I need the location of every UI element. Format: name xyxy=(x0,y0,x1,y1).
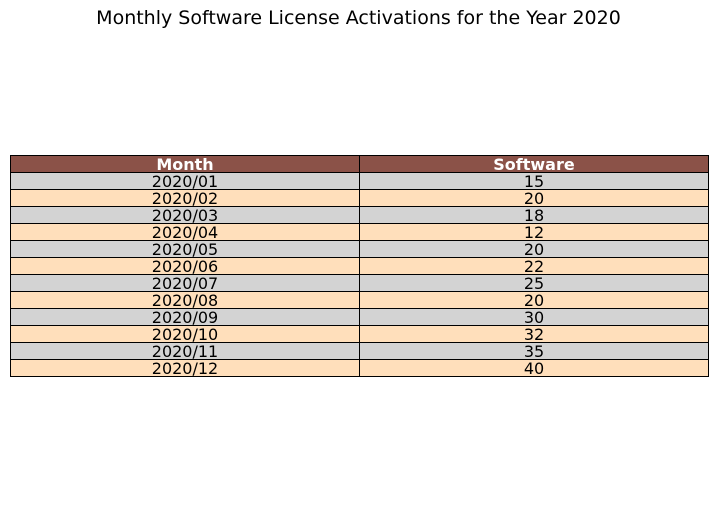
table-row: 2020/08 20 xyxy=(10,291,709,309)
cell-month: 2020/05 xyxy=(10,240,360,258)
column-header-software: Software xyxy=(359,155,709,173)
table-row: 2020/02 20 xyxy=(10,189,709,207)
table-row: 2020/01 15 xyxy=(10,172,709,190)
table-row: 2020/05 20 xyxy=(10,240,709,258)
table-row: 2020/06 22 xyxy=(10,257,709,275)
cell-month: 2020/09 xyxy=(10,308,360,326)
cell-software: 20 xyxy=(359,291,709,309)
table-row: 2020/12 40 xyxy=(10,359,709,377)
cell-software: 12 xyxy=(359,223,709,241)
table-header-row: Month Software xyxy=(10,155,709,173)
cell-software: 22 xyxy=(359,257,709,275)
cell-month: 2020/06 xyxy=(10,257,360,275)
cell-software: 25 xyxy=(359,274,709,292)
cell-month: 2020/10 xyxy=(10,325,360,343)
cell-month: 2020/01 xyxy=(10,172,360,190)
table-row: 2020/09 30 xyxy=(10,308,709,326)
cell-software: 20 xyxy=(359,240,709,258)
table-row: 2020/07 25 xyxy=(10,274,709,292)
cell-month: 2020/11 xyxy=(10,342,360,360)
cell-month: 2020/03 xyxy=(10,206,360,224)
data-table: Month Software 2020/01 15 2020/02 20 2020/03… xyxy=(10,155,709,377)
table-row: 2020/11 35 xyxy=(10,342,709,360)
cell-software: 18 xyxy=(359,206,709,224)
cell-software: 35 xyxy=(359,342,709,360)
cell-software: 20 xyxy=(359,189,709,207)
table-row: 2020/04 12 xyxy=(10,223,709,241)
cell-software: 32 xyxy=(359,325,709,343)
cell-software: 30 xyxy=(359,308,709,326)
cell-software: 15 xyxy=(359,172,709,190)
cell-month: 2020/02 xyxy=(10,189,360,207)
cell-month: 2020/08 xyxy=(10,291,360,309)
table-body: 2020/01 15 2020/02 20 2020/03 18 2020/04 12 2020… xyxy=(10,172,709,377)
table-row: 2020/10 32 xyxy=(10,325,709,343)
cell-software: 40 xyxy=(359,359,709,377)
chart-title: Monthly Software License Activations for… xyxy=(96,7,621,29)
cell-month: 2020/07 xyxy=(10,274,360,292)
cell-month: 2020/12 xyxy=(10,359,360,377)
cell-month: 2020/04 xyxy=(10,223,360,241)
table-row: 2020/03 18 xyxy=(10,206,709,224)
column-header-month: Month xyxy=(10,155,360,173)
